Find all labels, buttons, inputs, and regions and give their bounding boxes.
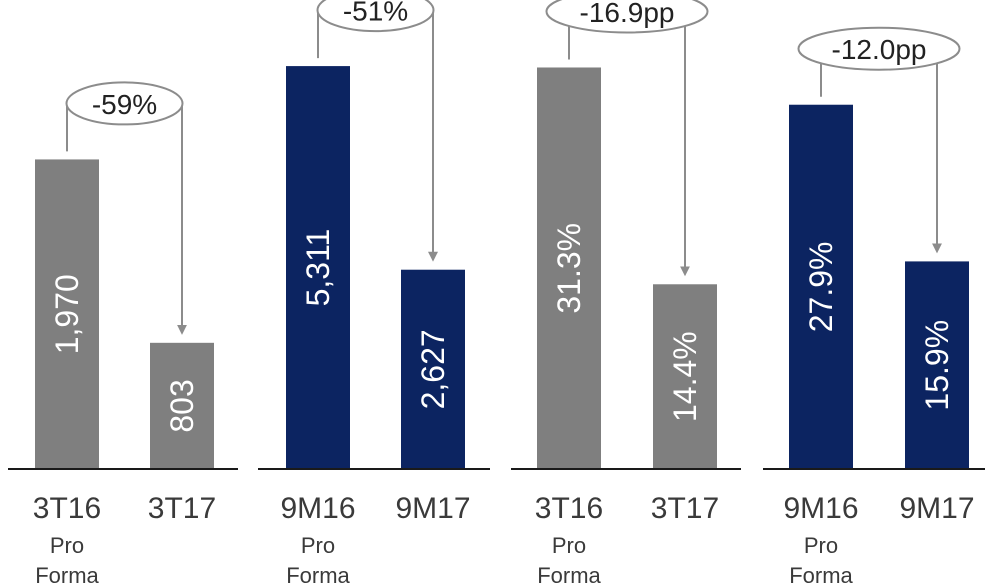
bar-value-label-1-2: 803 <box>164 379 200 432</box>
bar-value-label-1-1: 1,970 <box>49 274 85 354</box>
bar-2-1 <box>286 66 350 469</box>
chart-panel-1: 1,970 803 -59% 3T16 Pro Forma 3T17 <box>8 81 238 585</box>
category-label-4-1: 9M16 <box>783 492 858 525</box>
category-sublabel-2-1-2: Forma <box>286 563 350 585</box>
category-label-1-2: 3T17 <box>148 492 216 525</box>
bar-4-2 <box>905 261 969 469</box>
category-sublabel-1-1-1: Pro <box>50 533 84 558</box>
change-label-1: -59% <box>92 89 157 120</box>
bar-value-label-4-2: 15.9% <box>919 320 955 411</box>
bar-3-1 <box>537 67 601 470</box>
category-label-3-2: 3T17 <box>651 492 719 525</box>
category-sublabel-1-1-2: Forma <box>35 563 99 585</box>
category-label-3-1: 3T16 <box>535 492 603 525</box>
change-label-2: -51% <box>343 0 408 27</box>
category-sublabel-3-1-2: Forma <box>537 563 601 585</box>
bar-1-1 <box>35 159 99 469</box>
change-ellipse-1 <box>65 81 184 126</box>
bar-2-2 <box>401 269 465 469</box>
bar-value-label-3-1: 31.3% <box>551 223 587 314</box>
chart-panel-4: 27.9% 15.9% -12.0pp 9M16 Pro Forma 9M17 <box>763 26 985 585</box>
category-sublabel-4-1-1: Pro <box>804 533 838 558</box>
category-sublabel-3-1-1: Pro <box>552 533 586 558</box>
change-ellipse-4 <box>797 26 961 71</box>
change-ellipse-2 <box>316 0 435 33</box>
bar-value-label-2-1: 5,311 <box>300 229 336 307</box>
category-label-2-1: 9M16 <box>280 492 355 525</box>
bar-value-label-2-2: 2,627 <box>415 329 451 409</box>
change-label-3: -16.9pp <box>580 0 675 28</box>
bar-4-1 <box>789 104 853 470</box>
bar-3-2 <box>653 284 717 469</box>
category-sublabel-4-1-2: Forma <box>789 563 853 585</box>
category-sublabel-2-1-1: Pro <box>301 533 335 558</box>
category-label-4-2: 9M17 <box>899 492 974 525</box>
bar-1-2 <box>150 342 214 469</box>
bar-value-label-4-1: 27.9% <box>803 241 839 332</box>
change-ellipse-3 <box>545 0 709 34</box>
category-label-2-2: 9M17 <box>395 492 470 525</box>
chart-panel-2: 5,311 2,627 -51% 9M16 Pro Forma 9M17 <box>258 0 490 585</box>
bar-value-label-3-2: 14.4% <box>667 331 703 422</box>
category-label-1-1: 3T16 <box>33 492 101 525</box>
change-label-4: -12.0pp <box>832 34 927 65</box>
chart-panel-3: 31.3% 14.4% -16.9pp 3T16 Pro Forma 3T17 <box>511 0 741 585</box>
